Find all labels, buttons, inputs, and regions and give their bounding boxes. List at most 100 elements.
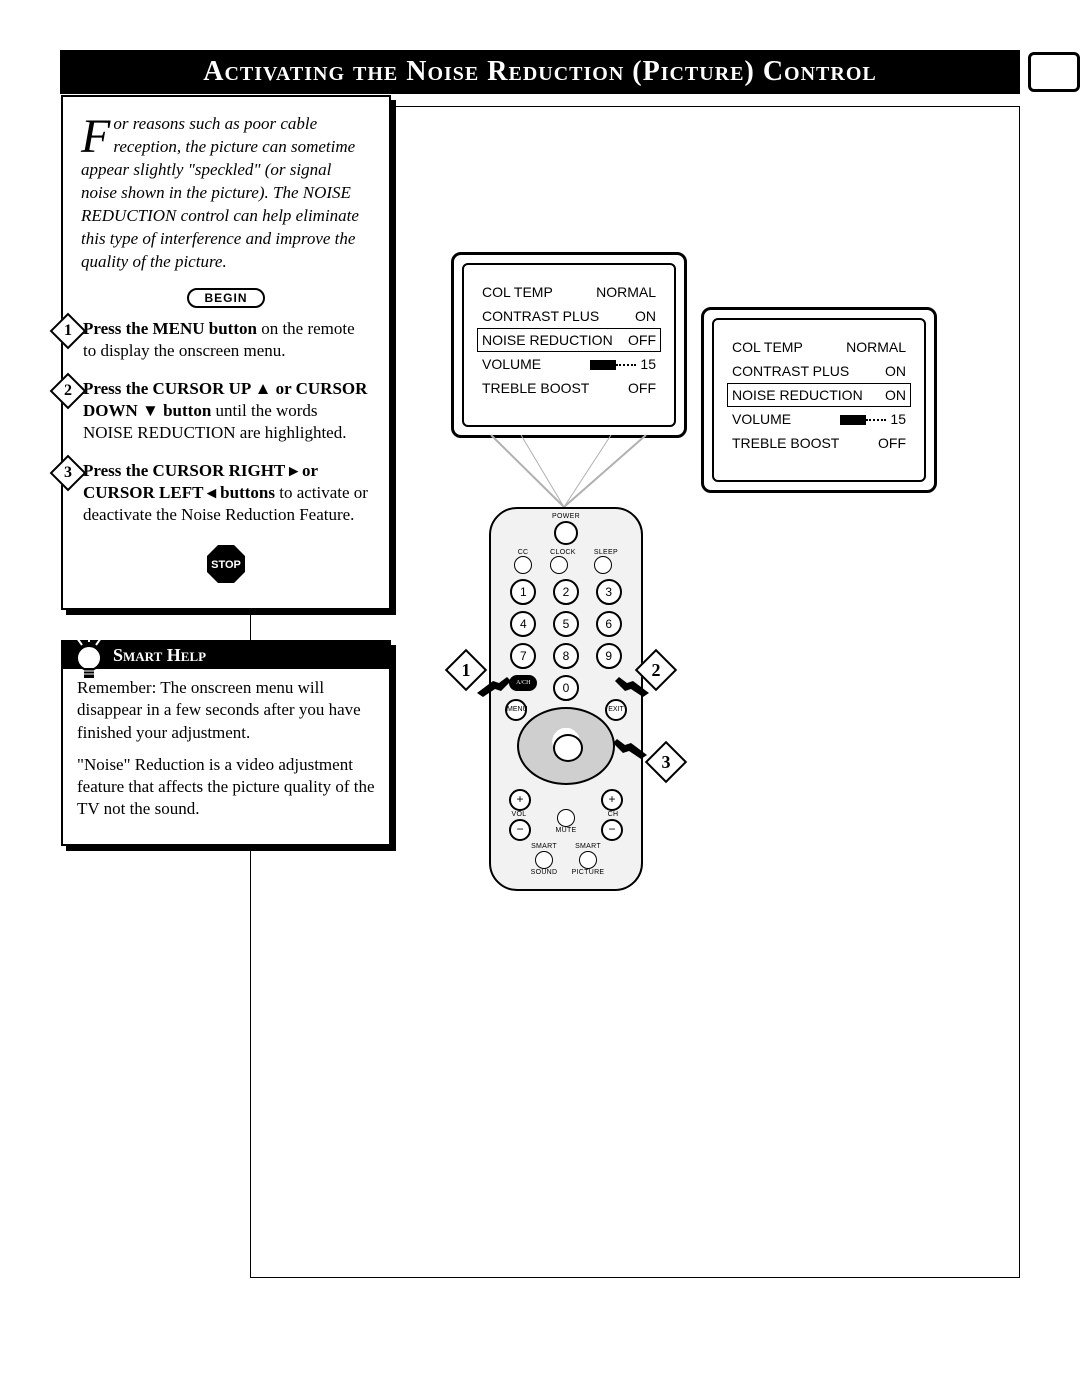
tv-icon — [1028, 52, 1080, 92]
cursor-pad — [517, 707, 615, 785]
num-8-button[interactable]: 8 — [553, 643, 579, 669]
smart-picture-label: SMART — [573, 843, 603, 850]
number-pad: 1 2 3 4 5 6 7 8 9 A/CH 0 — [491, 579, 641, 701]
sound-label: SOUND — [529, 869, 559, 876]
menu-label: TREBLE BOOST — [482, 380, 589, 396]
step-bold: Press the MENU button — [83, 319, 257, 338]
sleep-label: SLEEP — [594, 549, 618, 556]
mute-label: MUTE — [491, 827, 641, 834]
sleep-button[interactable] — [594, 556, 612, 574]
remote-control: POWER CC CLOCK SLEEP 1 2 3 — [489, 507, 643, 891]
ch-label: CH — [599, 811, 627, 818]
menu-row: TREBLE BOOST OFF — [728, 432, 910, 454]
step-number: 1 — [55, 318, 85, 340]
menu-value: OFF — [628, 380, 656, 396]
num-6-button[interactable]: 6 — [596, 611, 622, 637]
vol-up-button[interactable]: + — [509, 789, 531, 811]
page-title-bar: Activating the Noise Reduction (Picture)… — [60, 50, 1020, 94]
menu-label: VOLUME — [482, 356, 541, 372]
content-area: F or reasons such as poor cable receptio… — [250, 106, 1020, 1278]
menu-label: TREBLE BOOST — [732, 435, 839, 451]
intro-text: F or reasons such as poor cable receptio… — [81, 113, 371, 274]
smart-help-header: Smart Help — [63, 642, 389, 669]
help-p1: Remember: The onscreen menu will disappe… — [77, 677, 375, 743]
menu-value: ON — [885, 363, 906, 379]
smart-picture-button[interactable] — [579, 851, 597, 869]
volume-bar-icon — [840, 415, 886, 425]
cc-button[interactable] — [514, 556, 532, 574]
begin-pill: BEGIN — [187, 288, 265, 308]
stop-text: STOP — [211, 559, 241, 571]
menu-value: NORMAL — [596, 284, 656, 300]
menu-label: COL TEMP — [732, 339, 803, 355]
dropcap: F — [81, 115, 110, 158]
clock-button[interactable] — [550, 556, 568, 574]
tv-inner: COL TEMP NORMAL CONTRAST PLUS ON NOISE R… — [712, 318, 926, 482]
menu-row: CONTRAST PLUS ON — [728, 360, 910, 382]
menu-row: VOLUME 15 — [728, 408, 910, 430]
menu-value: ON — [635, 308, 656, 324]
power-button[interactable] — [554, 521, 578, 545]
tv-screen-before: COL TEMP NORMAL CONTRAST PLUS ON NOISE R… — [451, 252, 687, 438]
menu-row: CONTRAST PLUS ON — [478, 305, 660, 327]
menu-label: CONTRAST PLUS — [732, 363, 849, 379]
menu-row: TREBLE BOOST OFF — [478, 377, 660, 399]
num-2-button[interactable]: 2 — [553, 579, 579, 605]
tv-screen-after: COL TEMP NORMAL CONTRAST PLUS ON NOISE R… — [701, 307, 937, 493]
clock-label: CLOCK — [550, 549, 576, 556]
callout-3: 3 — [651, 747, 681, 773]
step: 2 Press the CURSOR UP ▲ or CURSOR DOWN ▼… — [81, 378, 371, 444]
callout-1: 1 — [451, 655, 481, 681]
intro-body: or reasons such as poor cable reception,… — [81, 114, 359, 271]
smart-sound-label: SMART — [529, 843, 559, 850]
power-label: POWER — [491, 513, 641, 520]
cc-label: CC — [514, 549, 532, 556]
menu-value: 15 — [590, 356, 656, 372]
step-number: 3 — [55, 460, 85, 482]
page: Activating the Noise Reduction (Picture)… — [0, 0, 1080, 1397]
menu-row: COL TEMP NORMAL — [728, 336, 910, 358]
stop-icon: STOP — [204, 542, 248, 586]
left-column: F or reasons such as poor cable receptio… — [61, 95, 391, 846]
smart-sound-button[interactable] — [535, 851, 553, 869]
instruction-box: F or reasons such as poor cable receptio… — [61, 95, 391, 610]
volume-bar-icon — [590, 360, 636, 370]
menu-value: OFF — [628, 332, 656, 348]
ach-button[interactable]: A/CH — [509, 675, 537, 691]
num-7-button[interactable]: 7 — [510, 643, 536, 669]
vol-label: VOL — [505, 811, 533, 818]
menu-row-selected: NOISE REDUCTION OFF — [478, 329, 660, 351]
num-4-button[interactable]: 4 — [510, 611, 536, 637]
picture-label: PICTURE — [571, 869, 605, 876]
tv-inner: COL TEMP NORMAL CONTRAST PLUS ON NOISE R… — [462, 263, 676, 427]
step: 1 Press the MENU button on the remote to… — [81, 318, 371, 362]
menu-label: NOISE REDUCTION — [732, 387, 863, 403]
menu-value: NORMAL — [846, 339, 906, 355]
menu-label: NOISE REDUCTION — [482, 332, 613, 348]
callout-2: 2 — [641, 655, 671, 681]
smart-help-body: Remember: The onscreen menu will disappe… — [63, 669, 389, 820]
smart-help-box: Smart Help Remember: The onscreen menu w… — [61, 640, 391, 846]
help-p2: "Noise" Reduction is a video adjustment … — [77, 754, 375, 820]
step: 3 Press the CURSOR RIGHT ▸ or CURSOR LEF… — [81, 460, 371, 526]
menu-row: VOLUME 15 — [478, 353, 660, 375]
mute-button[interactable] — [557, 809, 575, 827]
menu-value: ON — [885, 387, 906, 403]
menu-row: COL TEMP NORMAL — [478, 281, 660, 303]
step-number: 2 — [55, 378, 85, 400]
num-3-button[interactable]: 3 — [596, 579, 622, 605]
menu-row-selected: NOISE REDUCTION ON — [728, 384, 910, 406]
num-5-button[interactable]: 5 — [553, 611, 579, 637]
num-0-button[interactable]: 0 — [553, 675, 579, 701]
menu-label: CONTRAST PLUS — [482, 308, 599, 324]
menu-label: COL TEMP — [482, 284, 553, 300]
lightbulb-icon — [69, 634, 109, 688]
top-button-row: CC CLOCK SLEEP — [491, 549, 641, 574]
num-1-button[interactable]: 1 — [510, 579, 536, 605]
menu-value: 15 — [840, 411, 906, 427]
menu-value: OFF — [878, 435, 906, 451]
menu-label: VOLUME — [732, 411, 791, 427]
ch-up-button[interactable]: + — [601, 789, 623, 811]
cursor-ok-button[interactable] — [553, 734, 583, 762]
num-9-button[interactable]: 9 — [596, 643, 622, 669]
